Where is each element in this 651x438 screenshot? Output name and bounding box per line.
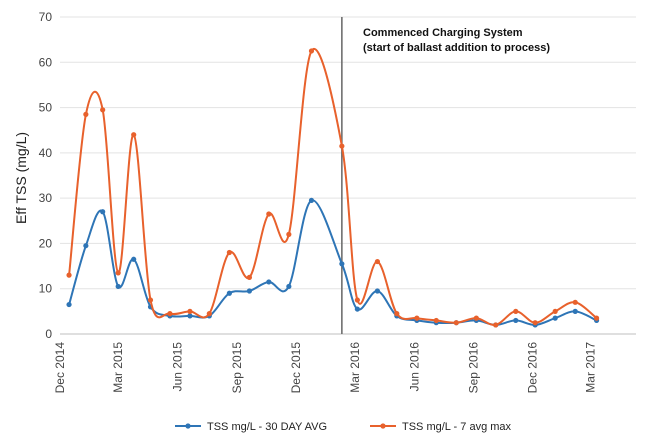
- data-point: [572, 299, 578, 305]
- data-point: [83, 243, 89, 249]
- data-point: [493, 322, 499, 328]
- data-point: [286, 231, 292, 237]
- data-point: [131, 132, 137, 138]
- data-point: [187, 308, 193, 314]
- x-tick-label: Dec 2015: [289, 342, 303, 394]
- legend-label: TSS mg/L - 7 avg max: [402, 421, 512, 433]
- data-point: [187, 313, 193, 319]
- annotation-line-2: (start of ballast addition to process): [363, 42, 550, 54]
- data-point: [167, 311, 173, 317]
- data-point: [552, 315, 558, 321]
- series-layer: [66, 47, 600, 328]
- y-tick-label: 40: [39, 146, 53, 160]
- data-point: [66, 301, 72, 308]
- data-point: [147, 297, 154, 303]
- data-point: [339, 261, 345, 267]
- series-2: [66, 47, 600, 328]
- data-point: [513, 308, 519, 314]
- legend: TSS mg/L - 30 DAY AVG TSS mg/L - 7 avg ma…: [175, 421, 512, 433]
- x-tick-label: Sep 2016: [467, 342, 481, 394]
- data-point: [100, 107, 106, 113]
- data-point: [206, 311, 212, 317]
- data-point: [473, 315, 479, 321]
- data-point: [308, 48, 315, 54]
- data-point: [354, 297, 360, 303]
- data-point: [266, 211, 272, 217]
- data-point: [246, 274, 253, 280]
- data-point: [532, 320, 538, 326]
- legend-swatch-marker: [380, 423, 386, 429]
- x-tick-label: Jun 2016: [407, 342, 421, 392]
- x-axis-ticks: Dec 2014 Mar 2015 Jun 2015 Sep 2015 Dec 2015…: [53, 342, 598, 394]
- data-point: [246, 288, 253, 294]
- data-point: [374, 258, 381, 265]
- data-point: [115, 283, 121, 290]
- x-tick-label: Dec 2014: [53, 342, 67, 394]
- series-line: [68, 199, 598, 326]
- y-tick-label: 60: [39, 55, 53, 69]
- data-point: [115, 270, 121, 276]
- legend-swatch-marker: [185, 423, 191, 429]
- legend-label: TSS mg/L - 30 DAY AVG: [207, 421, 327, 433]
- data-point: [394, 311, 400, 317]
- data-point: [226, 290, 232, 296]
- data-point: [433, 317, 439, 324]
- data-point: [100, 209, 106, 215]
- data-point: [83, 111, 89, 117]
- y-axis-ticks: 0 10 20 30 40 50 60 70: [39, 10, 53, 341]
- y-tick-label: 10: [39, 282, 53, 296]
- data-point: [453, 320, 459, 326]
- data-point: [66, 272, 72, 278]
- x-tick-label: Jun 2015: [171, 342, 185, 392]
- data-point: [131, 256, 137, 262]
- y-tick-label: 30: [39, 191, 53, 205]
- data-point: [414, 315, 420, 321]
- data-point: [374, 288, 381, 294]
- data-point: [552, 308, 558, 314]
- y-tick-label: 20: [39, 236, 53, 250]
- x-tick-label: Mar 2017: [584, 342, 598, 393]
- annotation-line-1: Commenced Charging System: [363, 27, 523, 39]
- series-line: [68, 47, 598, 326]
- data-point: [226, 249, 232, 256]
- x-tick-label: Sep 2015: [230, 342, 244, 394]
- y-tick-label: 70: [39, 10, 53, 24]
- data-point: [572, 308, 578, 314]
- gridlines: [60, 16, 636, 335]
- x-tick-label: Mar 2015: [111, 342, 125, 393]
- x-tick-label: Mar 2016: [348, 342, 362, 393]
- y-tick-label: 0: [45, 327, 52, 341]
- data-point: [513, 317, 519, 324]
- data-point: [339, 143, 345, 149]
- data-point: [266, 279, 272, 285]
- x-tick-label: Dec 2016: [526, 342, 540, 394]
- data-point: [308, 197, 315, 204]
- data-point: [593, 315, 600, 321]
- data-point: [286, 283, 292, 290]
- y-axis-title: Eff TSS (mg/L): [13, 132, 29, 224]
- y-tick-label: 50: [39, 101, 53, 115]
- data-point: [354, 306, 360, 312]
